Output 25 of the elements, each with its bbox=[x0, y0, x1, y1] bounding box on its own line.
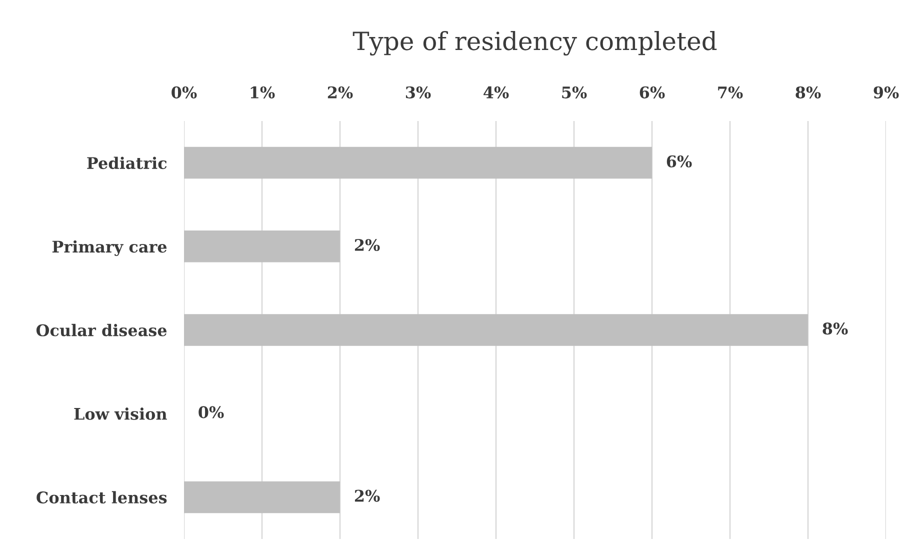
y-tick-label: Primary care bbox=[52, 240, 167, 256]
data-label: 0% bbox=[198, 406, 224, 418]
x-tick-label: 0% bbox=[172, 86, 197, 98]
x-tick-label: 2% bbox=[328, 86, 353, 98]
x-tick-label: 4% bbox=[484, 86, 509, 98]
y-tick-label: Pediatric bbox=[87, 156, 167, 170]
x-tick-label: 9% bbox=[874, 86, 899, 98]
y-tick-label: Ocular disease bbox=[36, 324, 167, 336]
data-label: 2% bbox=[354, 490, 380, 502]
bar bbox=[184, 146, 652, 179]
y-tick-label: Contact lenses bbox=[36, 491, 167, 504]
chart-title: Type of residency completed bbox=[352, 30, 717, 56]
bar bbox=[184, 481, 340, 514]
y-tick-label: Low vision bbox=[74, 408, 167, 420]
x-tick-label: 3% bbox=[406, 86, 431, 98]
x-tick-label: 7% bbox=[718, 86, 743, 98]
data-label: 6% bbox=[666, 155, 692, 168]
bar bbox=[184, 230, 340, 262]
x-tick-label: 5% bbox=[562, 86, 587, 98]
x-tick-label: 8% bbox=[796, 86, 821, 98]
bar bbox=[184, 314, 808, 346]
x-tick-label: 1% bbox=[250, 86, 275, 98]
data-label: 8% bbox=[822, 322, 848, 335]
x-tick-label: 6% bbox=[640, 86, 665, 98]
data-label: 2% bbox=[354, 238, 380, 252]
